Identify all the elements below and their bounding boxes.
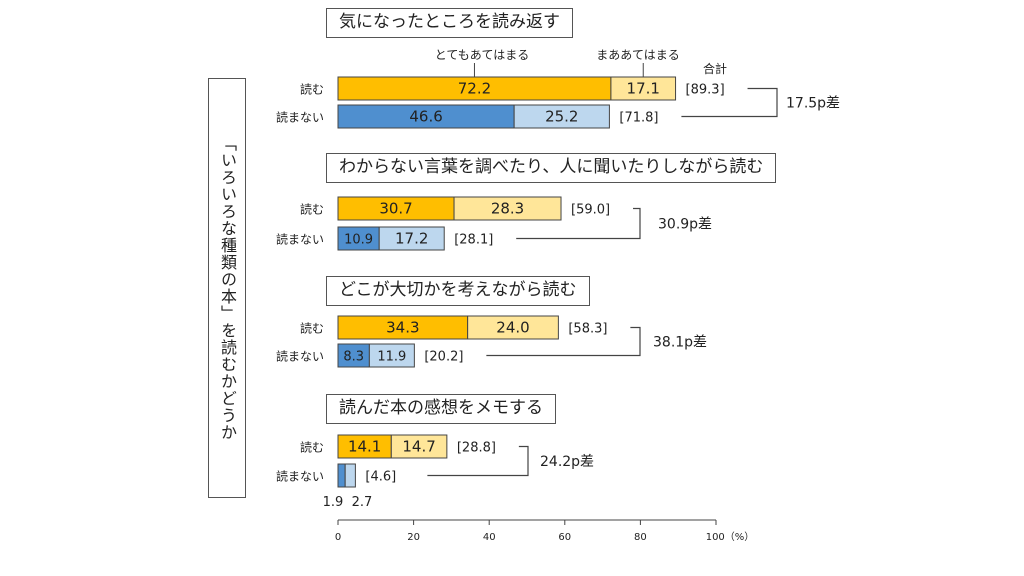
total-label: [59.0]	[571, 203, 610, 218]
side-label-box: 「いろいろな種類の本」を読むかどうか	[208, 78, 246, 498]
data-label-series2: 17.2	[395, 230, 428, 248]
row-label: 読む	[300, 202, 324, 217]
bar-series2	[467, 315, 559, 340]
row-label: 読む	[300, 321, 324, 336]
x-tick-label: 40	[483, 532, 496, 543]
data-label-series1: 1.9	[323, 495, 344, 510]
difference-bracket	[427, 445, 529, 477]
difference-bracket	[681, 87, 778, 118]
data-label-series2: 28.3	[491, 200, 524, 218]
group-title-3: どこが大切かを考えながら読む	[326, 276, 590, 306]
bar-series2	[453, 196, 562, 221]
row-label: 読まない	[276, 110, 324, 125]
total-label: [28.8]	[457, 441, 496, 456]
difference-label: 30.9p差	[658, 217, 712, 233]
difference-bracket	[516, 207, 641, 240]
bar-series2	[390, 434, 448, 459]
difference-label: 24.2p差	[540, 454, 594, 470]
data-label-series1: 46.6	[409, 108, 442, 126]
legend-series2: まああてはまる	[596, 48, 680, 62]
x-tick-label: 0	[335, 532, 341, 543]
data-label-series1: 30.7	[379, 200, 412, 218]
difference-bracket	[486, 326, 641, 357]
difference-label: 17.5p差	[786, 96, 840, 112]
data-label-series2: 11.9	[377, 350, 406, 365]
total-label: [89.3]	[686, 83, 725, 98]
x-tick-label: 100（%）	[706, 531, 755, 543]
total-label: [20.2]	[424, 350, 463, 365]
bar-series2	[378, 226, 445, 251]
side-label: 「いろいろな種類の本」を読むかどうか	[218, 135, 237, 441]
bar-series2	[344, 463, 356, 488]
group-title-2: わからない言葉を調べたり、人に聞いたりしながら読む	[326, 153, 777, 183]
data-label-series1: 72.2	[458, 80, 491, 98]
x-tick-label: 80	[634, 532, 647, 543]
total-label: [71.8]	[619, 111, 658, 126]
row-label: 読む	[300, 440, 324, 455]
row-label: 読まない	[276, 232, 324, 247]
data-label-series2: 14.7	[402, 438, 435, 456]
data-label-series1: 34.3	[386, 319, 419, 337]
data-label-series1: 8.3	[343, 350, 364, 365]
legend-series1: とてもあてはまる	[435, 48, 530, 62]
data-label-series2: 17.1	[627, 80, 660, 98]
legend-total: 合計	[703, 61, 727, 76]
row-label: 読まない	[276, 349, 324, 364]
bar-series2	[610, 76, 677, 101]
group-title-4: 読んだ本の感想をメモする	[326, 394, 556, 424]
data-label-series2: 25.2	[545, 108, 578, 126]
data-label-series1: 10.9	[344, 233, 373, 248]
total-label: [58.3]	[568, 322, 607, 337]
x-tick-label: 60	[558, 532, 571, 543]
bar-series1	[337, 463, 346, 488]
total-label: [28.1]	[454, 233, 493, 248]
x-tick-label: 20	[407, 532, 420, 543]
bar-series2	[513, 104, 610, 129]
row-label: 読まない	[276, 469, 324, 484]
data-label-series2: 2.7	[352, 495, 373, 510]
total-label: [4.6]	[365, 470, 396, 485]
data-label-series1: 14.1	[348, 438, 381, 456]
data-label-series2: 24.0	[496, 319, 529, 337]
group-title-1: 気になったところを読み返す	[326, 8, 573, 38]
row-label: 読む	[300, 82, 324, 97]
difference-label: 38.1p差	[653, 335, 707, 351]
bar-series2	[368, 343, 415, 368]
